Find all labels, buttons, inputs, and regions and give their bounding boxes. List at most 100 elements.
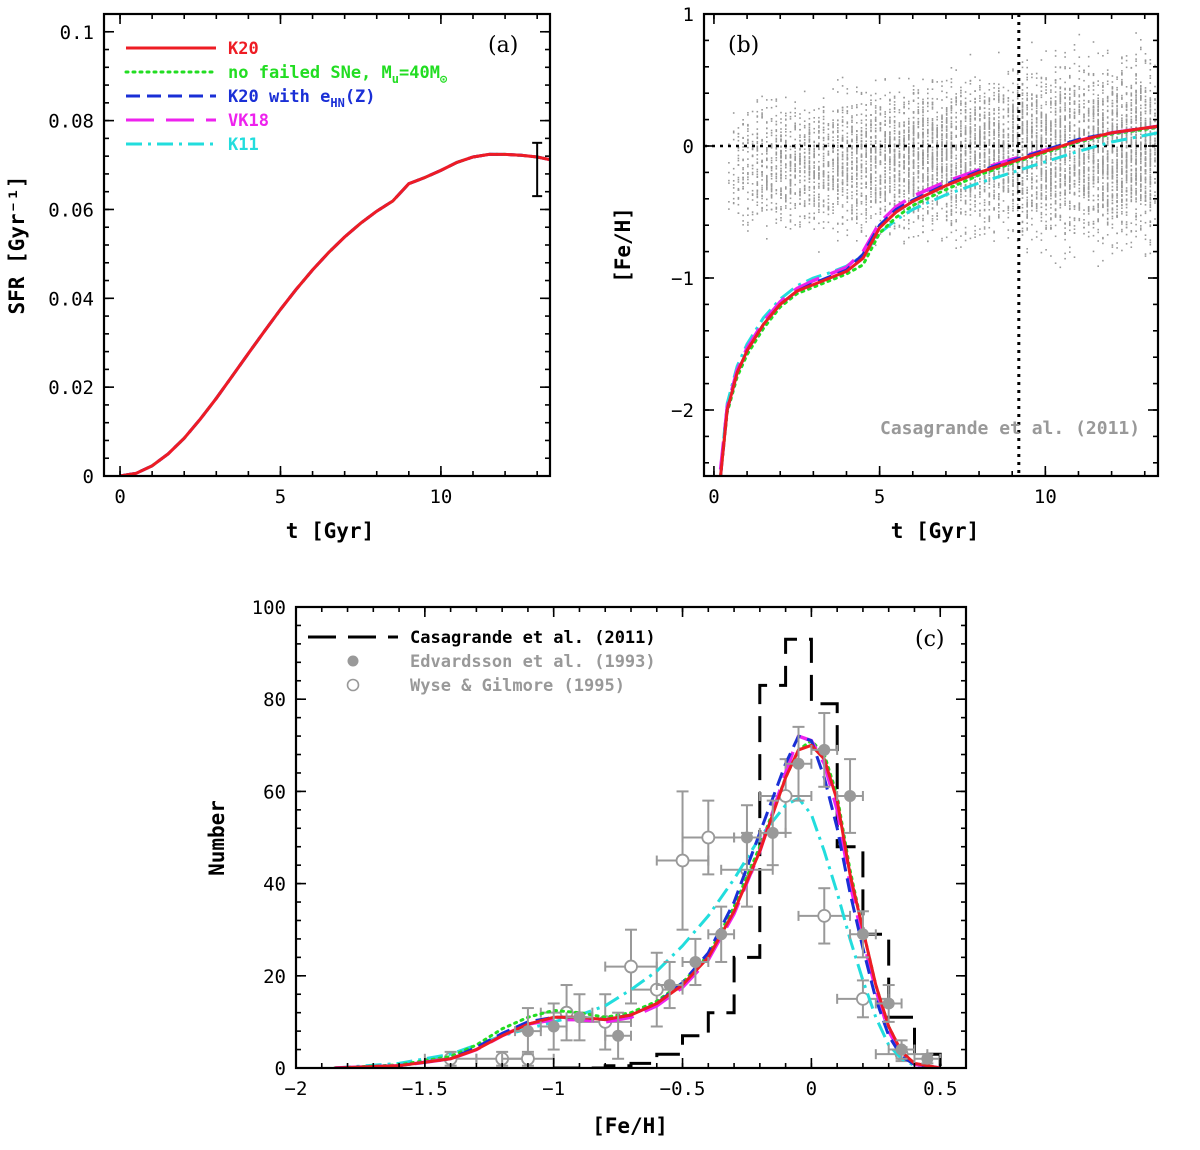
panel-b-scatter-point	[818, 107, 820, 110]
panel-b-scatter-point	[1069, 98, 1071, 101]
panel-b-scatter-point	[988, 122, 991, 125]
panel-b-scatter-point	[1121, 189, 1123, 191]
panel-b-scatter-point	[1116, 188, 1118, 190]
panel-b-scatter-point	[998, 141, 1000, 143]
panel-b-scatter-point	[1069, 184, 1071, 186]
panel-b-scatter-point	[964, 195, 967, 197]
panel-b-scatter-point	[908, 135, 910, 137]
panel-b-scatter-point	[889, 131, 891, 133]
panel-b-scatter-point	[756, 158, 759, 160]
panel-b-scatter-point	[1125, 243, 1128, 245]
panel-b-scatter-point	[884, 78, 886, 80]
panel-b-scatter-point	[737, 149, 740, 152]
panel-b-scatter-point	[1069, 117, 1071, 119]
panel-b-scatter-point	[950, 231, 953, 234]
panel-b-scatter-point	[879, 106, 882, 108]
panel-b-scatter-point	[1078, 203, 1081, 206]
panel-b-scatter-point	[865, 221, 867, 223]
panel-b-scatter-point	[813, 127, 815, 130]
panel-b-scatter-point	[761, 187, 763, 189]
panel-b-scatter-point	[1149, 130, 1152, 133]
panel-b-scatter-point	[1140, 151, 1142, 154]
panel-b-scatter-point	[1021, 169, 1024, 172]
panel-b-scatter-point	[870, 177, 872, 180]
panel-b-scatter-point	[898, 125, 901, 128]
panel-b-scatter-point	[1054, 114, 1057, 116]
panel-b-scatter-point	[737, 136, 740, 138]
panel-b-scatter-point	[1069, 121, 1071, 123]
panel-b-scatter-point	[917, 216, 920, 219]
panel-b-scatter-point	[1116, 119, 1118, 122]
panel-b-scatter-point	[1054, 82, 1057, 84]
panel-b-scatter-point	[927, 147, 929, 149]
panel-b-scatter-point	[827, 145, 830, 147]
panel-b-scatter-point	[969, 162, 972, 164]
panel-b-scatter-point	[1121, 180, 1123, 183]
panel-b-scatter-point	[780, 154, 782, 157]
panel-b-scatter-point	[922, 214, 924, 217]
panel-b-scatter-point	[1040, 202, 1043, 205]
panel-b-scatter-point	[993, 143, 995, 146]
panel-b-scatter-point	[969, 163, 972, 165]
panel-b-scatter-point	[832, 110, 834, 113]
panel-b-scatter-point	[964, 143, 967, 146]
panel-b-scatter-point	[1154, 181, 1156, 184]
panel-b-scatter-point	[756, 173, 759, 176]
panel-b-scatter-point	[931, 124, 934, 127]
panel-b-scatter-point	[988, 203, 991, 206]
panel-a-ytick-label: 0.04	[48, 288, 94, 310]
panel-b-scatter-point	[908, 192, 910, 195]
panel-b-scatter-point	[1135, 159, 1137, 161]
panel-b-scatter-point	[993, 123, 995, 125]
panel-b-scatter-point	[851, 154, 853, 156]
panel-b-scatter-point	[889, 148, 891, 150]
panel-b-scatter-point	[1087, 131, 1090, 134]
panel-b-scatter-point	[1121, 57, 1123, 60]
panel-b-scatter-point	[846, 92, 849, 95]
panel-b-scatter-point	[1031, 122, 1033, 125]
panel-b-scatter-point	[1069, 108, 1071, 111]
panel-b-scatter-point	[874, 184, 877, 187]
panel-b-scatter-point	[1021, 127, 1024, 129]
panel-b-scatter-point	[931, 127, 934, 130]
panel-b-scatter-point	[1140, 154, 1142, 157]
panel-b-scatter-point	[941, 175, 943, 177]
panel-b-scatter-point	[780, 118, 782, 120]
panel-b-scatter-point	[1130, 180, 1133, 182]
panel-b-scatter-point	[955, 201, 957, 203]
panel-b-scatter-point	[950, 210, 953, 212]
panel-b-scatter-point	[846, 156, 849, 158]
panel-b-scatter-point	[945, 133, 948, 135]
panel-b-scatter-point	[993, 154, 995, 156]
panel-b-scatter-point	[751, 110, 754, 113]
panel-b-scatter-point	[1106, 138, 1109, 141]
panel-b-scatter-point	[889, 232, 891, 234]
panel-b-scatter-point	[780, 159, 782, 162]
panel-b-scatter-point	[1154, 202, 1156, 204]
panel-b-scatter-point	[737, 127, 740, 129]
panel-b-scatter-point	[1140, 144, 1142, 147]
panel-b-scatter-point	[1007, 136, 1010, 139]
panel-b-scatter-point	[941, 99, 943, 101]
panel-b-scatter-point	[960, 143, 962, 146]
panel-b-scatter-point	[756, 142, 759, 145]
panel-b-scatter-point	[1007, 209, 1010, 211]
panel-b-scatter-point	[856, 160, 858, 162]
panel-b-scatter-point	[950, 195, 953, 197]
panel-b-scatter-point	[1121, 228, 1123, 231]
panel-b-scatter-point	[865, 132, 867, 134]
panel-b-scatter-point	[1092, 85, 1095, 87]
panel-b-scatter-point	[1059, 175, 1062, 177]
panel-b-scatter-point	[837, 161, 839, 164]
panel-b-scatter-point	[979, 148, 981, 150]
panel-b-scatter-point	[931, 229, 934, 231]
panel-b-scatter-point	[1012, 117, 1014, 119]
panel-a-series-K20eHN	[119, 152, 550, 476]
panel-b-scatter-point	[1140, 141, 1142, 143]
panel-a-series-noFailed	[119, 152, 550, 476]
panel-b-scatter-point	[979, 119, 981, 122]
panel-b-scatter-point	[1087, 179, 1090, 181]
panel-b-scatter-point	[1040, 147, 1043, 149]
panel-b-scatter-point	[1092, 182, 1095, 185]
panel-b-scatter-point	[912, 162, 915, 164]
